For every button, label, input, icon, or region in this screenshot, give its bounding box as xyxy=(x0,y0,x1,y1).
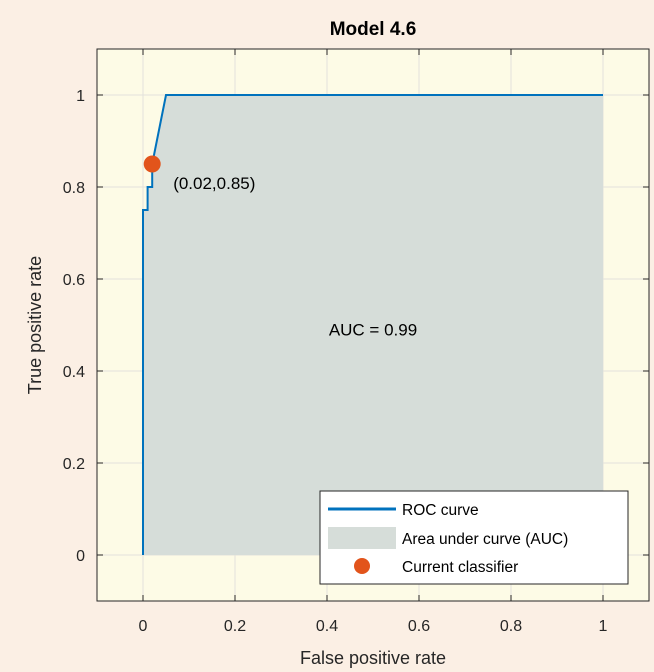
x-axis-title: False positive rate xyxy=(300,648,446,668)
y-tick-label: 0.4 xyxy=(63,364,85,381)
auc-area xyxy=(143,95,603,555)
legend-classifier-swatch xyxy=(354,558,370,574)
y-tick-label: 0.2 xyxy=(63,456,85,473)
y-axis-title: True positive rate xyxy=(25,256,45,394)
y-tick-label: 0.8 xyxy=(63,180,85,197)
y-tick-label: 0.6 xyxy=(63,272,85,289)
legend-classifier-label: Current classifier xyxy=(402,559,518,576)
current-classifier-point xyxy=(143,155,161,173)
axis-ticks: 0 0.2 0.4 0.6 0.8 1 0 0.2 0.4 0.6 0.8 1 xyxy=(63,49,649,635)
roc-curve-line xyxy=(142,94,603,555)
legend-auc-label: Area under curve (AUC) xyxy=(402,531,568,548)
x-tick-label: 1 xyxy=(599,618,608,635)
auc-annotation: AUC = 0.99 xyxy=(329,321,417,340)
chart-title: Model 4.6 xyxy=(330,19,417,40)
x-tick-label: 0 xyxy=(139,618,148,635)
legend: ROC curve Area under curve (AUC) Current… xyxy=(319,490,629,585)
marker-layer xyxy=(143,155,161,173)
x-tick-label: 0.2 xyxy=(224,618,246,635)
current-classifier-label: (0.02,0.85) xyxy=(173,174,255,193)
x-tick-label: 0.8 xyxy=(500,618,522,635)
x-tick-label: 0.6 xyxy=(408,618,430,635)
y-tick-label: 1 xyxy=(76,88,85,105)
plot-frame xyxy=(96,48,650,602)
legend-auc-swatch xyxy=(328,527,396,549)
roc-curve-layer xyxy=(142,94,603,555)
y-tick-label: 0 xyxy=(76,548,85,565)
auc-area-layer xyxy=(143,95,603,555)
legend-roc-label: ROC curve xyxy=(402,502,479,519)
x-tick-label: 0.4 xyxy=(316,618,338,635)
